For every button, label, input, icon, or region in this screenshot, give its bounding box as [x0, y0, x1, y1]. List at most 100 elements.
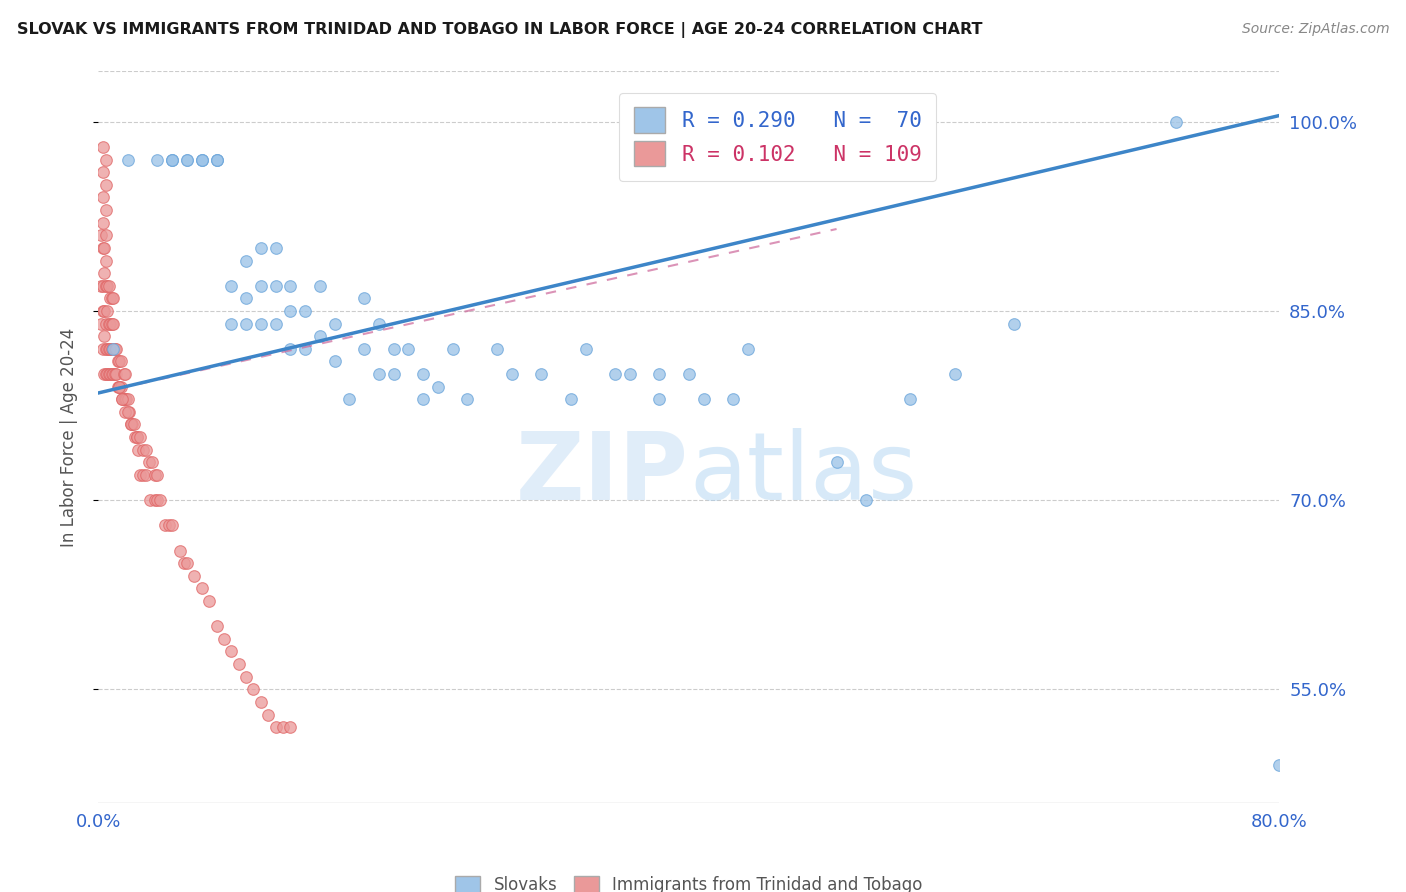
Point [191, 153, 214, 167]
Point [94, 178, 117, 192]
Point [648, 367, 671, 381]
Point [103, 291, 125, 305]
Point [128, 430, 150, 444]
Point [323, 354, 346, 368]
Point [111, 392, 134, 407]
Point [103, 342, 125, 356]
Point [120, 417, 142, 432]
Point [91, 241, 114, 255]
Point [1268, 758, 1291, 772]
Point [382, 342, 405, 356]
Point [94, 203, 117, 218]
Point [117, 405, 139, 419]
Point [135, 442, 157, 457]
Point [169, 543, 191, 558]
Point [96, 367, 118, 381]
Point [205, 619, 228, 633]
Point [90, 228, 112, 243]
Text: ZIP: ZIP [516, 427, 689, 520]
Point [132, 442, 155, 457]
Point [94, 253, 117, 268]
Point [280, 304, 302, 318]
Point [280, 278, 302, 293]
Point [153, 518, 176, 533]
Point [94, 278, 117, 293]
Point [91, 140, 114, 154]
Point [98, 291, 121, 305]
Point [221, 317, 243, 331]
Point [250, 241, 273, 255]
Point [135, 467, 157, 482]
Point [94, 342, 117, 356]
Point [212, 632, 235, 646]
Point [103, 367, 125, 381]
Point [94, 367, 117, 381]
Point [94, 228, 117, 243]
Point [412, 392, 434, 407]
Point [96, 342, 118, 356]
Point [103, 317, 125, 331]
Point [205, 153, 228, 167]
Point [117, 153, 139, 167]
Legend: Slovaks, Immigrants from Trinidad and Tobago: Slovaks, Immigrants from Trinidad and To… [449, 870, 929, 892]
Point [125, 430, 148, 444]
Point [191, 153, 214, 167]
Point [257, 707, 280, 722]
Point [115, 392, 138, 407]
Point [97, 367, 120, 381]
Point [143, 467, 166, 482]
Point [264, 241, 287, 255]
Point [91, 278, 114, 293]
Point [191, 153, 214, 167]
Point [120, 417, 142, 432]
Point [382, 367, 405, 381]
Point [139, 493, 162, 508]
Point [98, 367, 121, 381]
Point [94, 153, 117, 167]
Point [228, 657, 250, 671]
Point [132, 467, 155, 482]
Point [198, 594, 221, 608]
Point [107, 354, 129, 368]
Point [108, 354, 131, 368]
Point [309, 278, 332, 293]
Text: SLOVAK VS IMMIGRANTS FROM TRINIDAD AND TOBAGO IN LABOR FORCE | AGE 20-24 CORRELA: SLOVAK VS IMMIGRANTS FROM TRINIDAD AND T… [17, 22, 983, 38]
Point [205, 153, 228, 167]
Point [122, 417, 145, 432]
Point [173, 556, 195, 570]
Point [723, 392, 745, 407]
Point [678, 367, 700, 381]
Point [176, 153, 198, 167]
Point [124, 430, 146, 444]
Point [271, 720, 294, 734]
Point [900, 392, 922, 407]
Point [93, 329, 115, 343]
Point [100, 291, 122, 305]
Point [108, 379, 131, 393]
Point [93, 367, 115, 381]
Point [176, 153, 198, 167]
Point [1284, 342, 1306, 356]
Point [368, 317, 391, 331]
Point [264, 278, 287, 293]
Point [575, 342, 598, 356]
Point [457, 392, 479, 407]
Point [323, 317, 346, 331]
Point [605, 367, 627, 381]
Point [90, 278, 112, 293]
Point [146, 467, 169, 482]
Point [127, 442, 149, 457]
Point [943, 367, 966, 381]
Point [91, 304, 114, 318]
Point [619, 367, 641, 381]
Point [108, 379, 131, 393]
Point [368, 367, 391, 381]
Point [501, 367, 523, 381]
Point [91, 165, 114, 179]
Point [486, 342, 509, 356]
Point [146, 153, 169, 167]
Point [112, 392, 135, 407]
Point [250, 317, 273, 331]
Point [412, 367, 434, 381]
Point [183, 569, 205, 583]
